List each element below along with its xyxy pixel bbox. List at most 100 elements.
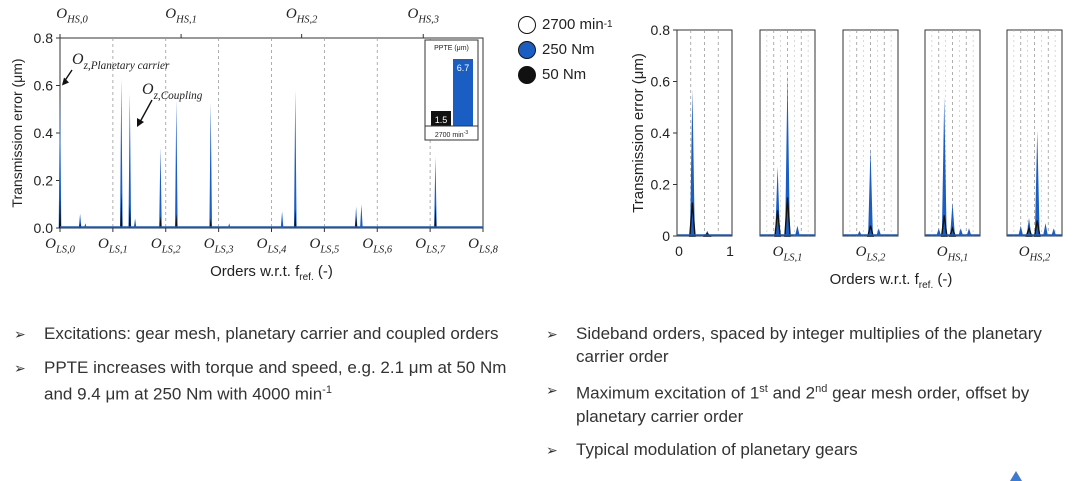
y-axis-label: Transmission error (μm) [9,58,25,207]
peak-50nm [120,192,123,228]
inset-value-label: 1.5 [435,115,448,125]
x-tick-label: OLS,4 [257,236,288,256]
peak-250nm [78,213,82,228]
y-tick-label: 0.4 [34,125,54,141]
annotation-arrow [139,99,153,123]
bullet-item: ➢ PPTE increases with torque and speed, … [14,356,524,406]
peak-50nm [948,226,957,237]
y-tick-label: 0.2 [34,173,54,189]
peak-50nm [175,213,178,228]
bullet-text-part: Maximum excitation of 1 [576,383,760,403]
peak-250nm [1043,223,1048,236]
y-tick-label: 0.8 [34,30,54,46]
bullet-sup: st [759,383,768,395]
peak-250nm [58,90,62,228]
x-tick-label: OHS,1 [937,244,969,264]
peak-50nm [128,204,131,228]
inset-title: PPTE (μm) [434,45,469,52]
main-chart: 0.0 0.2 0.4 0.6 0.8 Transmission error (μm) OL… [9,6,499,283]
peak-50nm [1033,220,1041,237]
legend-label: 250 Nm [542,41,595,58]
bullet-text-wrap: PPTE increases with torque and speed, e.… [44,356,524,406]
bullet-sup: nd [815,383,828,395]
peak-250nm [133,218,137,228]
y-tick-label: 0.0 [34,220,54,236]
peak-250nm [209,102,212,228]
peak-50nm [689,202,696,237]
main-plot-area: 0.0 0.2 0.4 0.6 0.8 Transmission error (μm) OL… [9,6,499,283]
x-tick-label: 0 [675,243,683,259]
bullets-left: ➢ Excitations: gear mesh, planetary carr… [14,322,524,416]
peak-250nm [120,78,123,228]
bullet-text: PPTE increases with torque and speed, e.… [44,358,507,404]
annotation-label: Oz,Planetary carrier [72,51,170,72]
peak-250nm [795,225,800,236]
legend-item: 250 Nm [518,37,613,62]
x-tick-label: OLS,3 [204,236,234,256]
legend-label: 50 Nm [542,66,587,83]
top-tick-label: OHS,2 [286,6,318,26]
top-tick-label: OHS,0 [56,6,88,26]
x-tick-label: OLS,2 [151,236,182,256]
legend-swatch [518,15,536,34]
peak-250nm [690,89,695,236]
y-tick-label: 0.6 [34,78,54,94]
peak-50nm [58,197,62,228]
x-tick-label: OLS,8 [468,236,499,256]
bullet-arrow-icon: ➢ [14,326,26,342]
peak-50nm [940,215,948,237]
peak-50nm [159,216,162,228]
bullet-text-part: gear mesh order, offset by planetary car… [576,383,1030,426]
y-tick-label: 0.2 [651,177,671,193]
legend-label: 2700 min [542,16,604,33]
peak-250nm [785,73,790,237]
x-axis-label: Orders w.r.t. fref. (-) [830,271,953,291]
x-tick-label: 1 [726,243,734,259]
peak-50nm [784,197,791,237]
peak-50nm [434,204,437,228]
peak-250nm [128,92,132,228]
annotation-arrowhead [62,77,69,86]
bullet-arrow-icon: ➢ [14,360,26,376]
peak-250nm [1051,228,1057,236]
peak-250nm [280,211,284,228]
x-tick-label: OLS,7 [415,236,446,256]
y-tick-label: 0 [662,228,670,244]
peak-250nm [868,148,873,236]
bullet-text: Excitations: gear mesh, planetary carrie… [44,324,499,343]
peak-250nm [936,228,942,236]
bullet-item: ➢ Maximum excitation of 1st and 2nd gear… [546,378,1066,428]
top-tick-label: OHS,3 [407,6,439,26]
legend-swatch [518,40,536,59]
bullet-text-part: and 2 [767,383,816,403]
y-tick-label: 0.4 [651,125,671,141]
peak-50nm [1025,226,1033,237]
peak-250nm [941,96,947,236]
inset-bar-250nm [453,59,473,126]
peak-250nm [175,99,178,228]
x-axis-label: Orders w.r.t. fref. (-) [210,263,333,283]
peak-50nm [355,216,358,228]
bullets-right: ➢ Sideband orders, spaced by integer mul… [546,322,1066,472]
peak-250nm [360,204,363,228]
inset-value-label: 6.7 [457,63,470,73]
bullet-text-wrap: Maximum excitation of 1st and 2nd gear m… [576,378,1066,428]
peak-250nm [159,147,162,228]
legend-swatch [518,65,536,84]
peak-250nm [966,228,972,236]
x-tick-label: OLS,2 [856,244,887,264]
y-axis-label: Transmission error (μm) [630,53,647,213]
bullet-item: ➢ Typical modulation of planetary gears [546,438,1066,462]
x-tick-label: OLS,1 [98,236,128,256]
peak-50nm [209,218,212,228]
bullet-arrow-icon: ➢ [546,326,558,342]
peak-250nm [950,202,955,236]
corner-logo-icon [1010,471,1022,481]
peak-50nm [867,225,874,237]
bullet-arrow-icon: ➢ [546,382,558,398]
x-tick-label: OLS,5 [309,236,339,256]
bullet-text: Sideband orders, spaced by integer multi… [576,324,1042,366]
x-tick-label: OHS,2 [1019,244,1051,264]
peak-250nm [958,228,964,236]
